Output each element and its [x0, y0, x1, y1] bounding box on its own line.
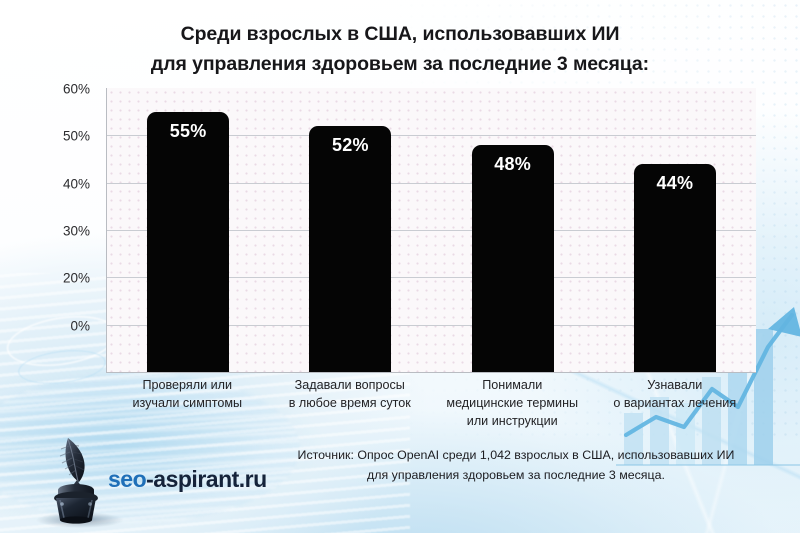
gridline	[107, 277, 756, 279]
title-line-1: Среди взрослых в США, использовавших ИИ	[180, 23, 620, 45]
bar-slot: 52%	[269, 88, 431, 372]
quill-inkwell-icon	[36, 438, 124, 528]
category-label-line: о вариантах лечения	[613, 395, 737, 410]
bar-slot: 44%	[594, 88, 756, 372]
plot-area: 55% 52% 48% 44%	[106, 88, 756, 373]
brand-logo[interactable]: seo-aspirant.ru	[26, 432, 278, 528]
category-label-line: Проверяли или	[142, 378, 233, 392]
bar: 44%	[633, 163, 716, 372]
y-axis-tick-label: 0%	[70, 318, 90, 334]
title-line-2: для управления здоровьем за последние 3 …	[150, 52, 650, 75]
bar-slot: 55%	[107, 88, 269, 372]
category-label-line: или инструкции	[466, 413, 558, 428]
page-title: Среди взрослых в США, использовавших ИИ …	[0, 20, 800, 79]
gridline	[107, 230, 756, 231]
gridline	[107, 182, 756, 184]
category-label: Узнавали о вариантах лечения	[594, 377, 757, 431]
bar-slot: 48%	[432, 88, 594, 372]
bar: 52%	[309, 125, 392, 372]
source-line-2: для управления здоровьем за последние 3 …	[367, 467, 665, 482]
category-label: Понимали медицинские термины или инструк…	[431, 377, 594, 431]
category-label-line: медицинские термины	[446, 395, 579, 410]
y-axis-tick-label: 50%	[62, 128, 90, 144]
category-label-line: Узнавали	[647, 378, 703, 392]
category-label: Задавали вопросы в любое время суток	[269, 377, 432, 431]
background-water-wave-secondary	[0, 373, 300, 523]
bar-value-label: 44%	[656, 172, 694, 193]
bar-series: 55% 52% 48% 44%	[107, 88, 756, 372]
bar: 55%	[147, 111, 230, 372]
bar: 48%	[471, 144, 554, 372]
y-axis: 60% 50% 40% 30% 20% 0%	[56, 82, 98, 373]
growth-chart-icon	[616, 307, 800, 466]
bar-value-label: 52%	[332, 134, 369, 155]
category-label-line: Понимали	[482, 378, 543, 392]
bar-chart: 60% 50% 40% 30% 20% 0% 55% 52% 48% 44%	[56, 82, 756, 373]
category-label: Проверяли или изучали симптомы	[106, 377, 269, 431]
category-label-line: изучали симптомы	[132, 395, 243, 410]
brand-name-secondary: -aspirant.ru	[146, 466, 267, 492]
x-axis-category-labels: Проверяли или изучали симптомы Задавали …	[106, 377, 756, 431]
category-label-line: Задавали вопросы	[294, 378, 405, 392]
gridline	[107, 324, 756, 326]
bar-value-label: 48%	[494, 153, 531, 174]
gridline	[107, 135, 756, 137]
brand-name-primary: seo	[108, 466, 147, 492]
y-axis-tick-label: 40%	[62, 176, 90, 192]
brand-logo-text: seo-aspirant.ru	[108, 466, 267, 493]
bar-value-label: 55%	[169, 120, 207, 141]
source-note: Источник: Опрос OpenAI среди 1,042 взрос…	[256, 446, 776, 485]
y-axis-tick-label: 60%	[62, 81, 90, 97]
source-line-1: Источник: Опрос OpenAI среди 1,042 взрос…	[297, 448, 735, 462]
y-axis-tick-label: 20%	[62, 270, 90, 286]
category-label-line: в любое время суток	[288, 395, 411, 410]
y-axis-tick-label: 30%	[62, 223, 90, 239]
